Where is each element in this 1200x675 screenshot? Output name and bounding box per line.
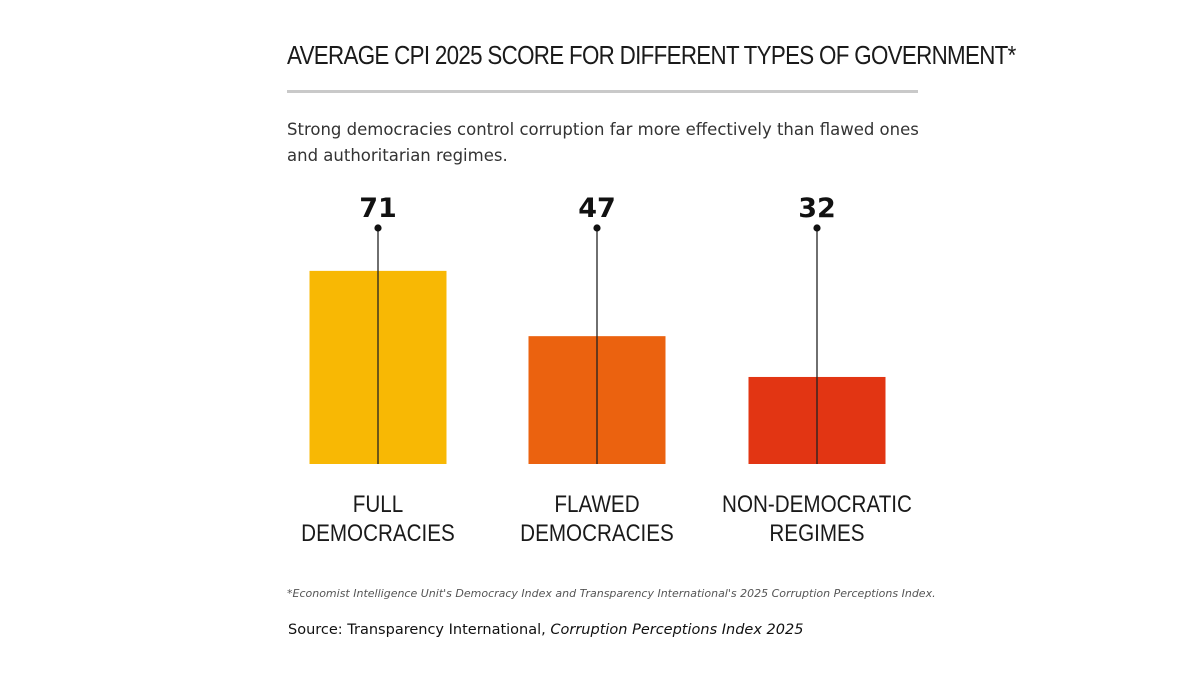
chart-subtitle: Strong democracies control corruption fa… (287, 120, 919, 165)
value-label-2: 32 (798, 193, 836, 224)
category-label-1-line-1: DEMOCRACIES (520, 520, 674, 547)
leader-dot-0 (374, 224, 382, 232)
category-label-0-line-0: FULL (353, 491, 403, 518)
title-divider (287, 90, 918, 93)
source-publication: Corruption Perceptions Index 2025 (550, 622, 804, 638)
category-label-1-line-0: FLAWED (554, 491, 639, 518)
footnote: *Economist Intelligence Unit's Democracy… (287, 587, 936, 600)
category-label-2-line-1: REGIMES (769, 520, 864, 547)
source-line: Source: Transparency International, Corr… (288, 622, 803, 638)
category-label-2-line-0: NON-DEMOCRATIC (722, 491, 912, 518)
category-label-0-line-1: DEMOCRACIES (301, 520, 455, 547)
value-label-1: 47 (578, 193, 616, 224)
source-prefix: Source: Transparency International, (288, 622, 551, 638)
leader-dot-1 (593, 224, 601, 232)
leader-dot-2 (813, 224, 821, 232)
value-label-0: 71 (359, 193, 397, 224)
bar-chart: 71FULLDEMOCRACIES47FLAWEDDEMOCRACIES32NO… (301, 193, 912, 547)
